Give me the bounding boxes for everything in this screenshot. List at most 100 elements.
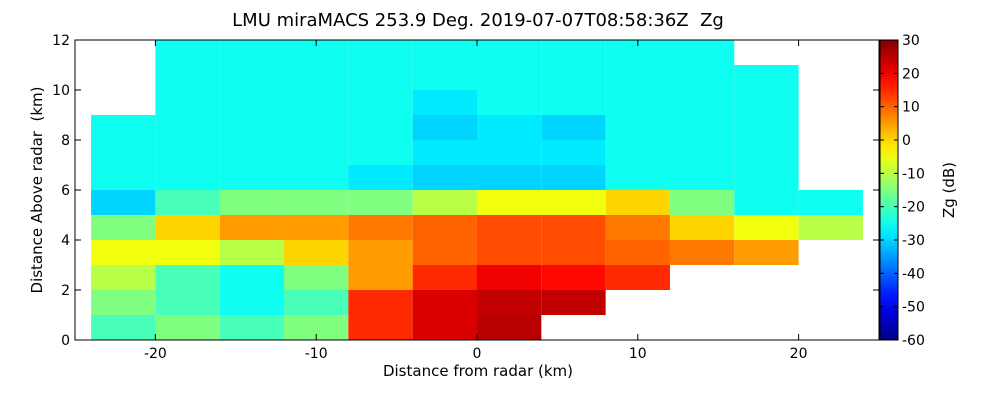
cell bbox=[91, 290, 156, 315]
cell bbox=[348, 190, 413, 215]
cell bbox=[605, 215, 670, 240]
cell bbox=[284, 115, 349, 140]
cell bbox=[219, 165, 285, 190]
cell bbox=[798, 215, 863, 240]
cell bbox=[348, 215, 413, 240]
cell bbox=[477, 140, 542, 165]
cell bbox=[284, 65, 349, 90]
cell bbox=[348, 265, 413, 290]
cell bbox=[348, 240, 413, 265]
cell bbox=[219, 315, 285, 340]
colorbar-tick-label: -10 bbox=[902, 166, 925, 182]
cell bbox=[412, 240, 477, 265]
cell bbox=[219, 240, 285, 265]
cell bbox=[477, 115, 542, 140]
cell bbox=[541, 215, 606, 240]
cell bbox=[412, 140, 477, 165]
cell bbox=[605, 165, 670, 190]
cell bbox=[91, 315, 156, 340]
cell bbox=[605, 240, 670, 265]
cell bbox=[219, 215, 285, 240]
cell bbox=[541, 65, 606, 90]
y-tick-label: 10 bbox=[52, 83, 70, 99]
cell bbox=[669, 90, 735, 115]
cell bbox=[541, 140, 606, 165]
cell bbox=[91, 240, 156, 265]
cell bbox=[348, 165, 413, 190]
colorbar-tick-label: -20 bbox=[902, 200, 925, 216]
cell bbox=[284, 240, 349, 265]
cell bbox=[477, 165, 542, 190]
cell bbox=[541, 190, 606, 215]
y-tick-label: 8 bbox=[61, 133, 70, 149]
cell bbox=[605, 265, 670, 290]
cell bbox=[477, 190, 542, 215]
cell bbox=[348, 40, 413, 65]
cell bbox=[348, 140, 413, 165]
cell bbox=[541, 290, 606, 315]
x-tick-label: 0 bbox=[473, 346, 482, 362]
cell bbox=[155, 90, 220, 115]
cell bbox=[798, 190, 863, 215]
cell bbox=[412, 90, 477, 115]
cell bbox=[155, 190, 220, 215]
cell bbox=[412, 190, 477, 215]
cell bbox=[605, 140, 670, 165]
cell bbox=[219, 290, 285, 315]
cell bbox=[155, 165, 220, 190]
cell bbox=[669, 165, 735, 190]
cell bbox=[155, 315, 220, 340]
cell bbox=[605, 65, 670, 90]
x-tick-label: 10 bbox=[629, 346, 647, 362]
cell bbox=[669, 140, 735, 165]
cell bbox=[91, 115, 156, 140]
cell bbox=[155, 40, 220, 65]
cell bbox=[669, 115, 735, 140]
colorbar bbox=[879, 39, 899, 341]
cell bbox=[219, 265, 285, 290]
cell bbox=[412, 165, 477, 190]
cell bbox=[155, 240, 220, 265]
cell bbox=[219, 40, 285, 65]
cell bbox=[155, 140, 220, 165]
cell bbox=[284, 140, 349, 165]
cell bbox=[669, 215, 735, 240]
cell bbox=[477, 40, 542, 65]
cell bbox=[155, 290, 220, 315]
cell bbox=[412, 315, 477, 340]
cell bbox=[155, 215, 220, 240]
cell bbox=[734, 90, 799, 115]
cell bbox=[669, 40, 735, 65]
cell bbox=[477, 265, 542, 290]
cell bbox=[477, 215, 542, 240]
cell bbox=[412, 265, 477, 290]
y-tick-label: 12 bbox=[52, 33, 70, 49]
colorbar-tick-label: 10 bbox=[902, 100, 920, 116]
cell bbox=[669, 240, 735, 265]
cell bbox=[91, 215, 156, 240]
cell bbox=[348, 115, 413, 140]
cell bbox=[541, 90, 606, 115]
cell bbox=[412, 215, 477, 240]
colorbar-tick-label: -50 bbox=[902, 300, 925, 316]
cell bbox=[91, 190, 156, 215]
cell bbox=[348, 290, 413, 315]
cell bbox=[219, 140, 285, 165]
cell bbox=[541, 165, 606, 190]
cell bbox=[219, 65, 285, 90]
cell bbox=[734, 215, 799, 240]
y-tick-label: 4 bbox=[61, 233, 70, 249]
cell bbox=[91, 165, 156, 190]
cell bbox=[477, 240, 542, 265]
cell bbox=[412, 290, 477, 315]
cell bbox=[477, 65, 542, 90]
cell bbox=[734, 140, 799, 165]
cell bbox=[412, 65, 477, 90]
cell bbox=[284, 190, 349, 215]
colorbar-tick-label: -30 bbox=[902, 233, 925, 249]
colorbar-tick-label: -40 bbox=[902, 266, 925, 282]
cell bbox=[91, 265, 156, 290]
colorbar-label: Zg (dB) bbox=[940, 162, 958, 218]
cell bbox=[541, 40, 606, 65]
cell bbox=[669, 65, 735, 90]
